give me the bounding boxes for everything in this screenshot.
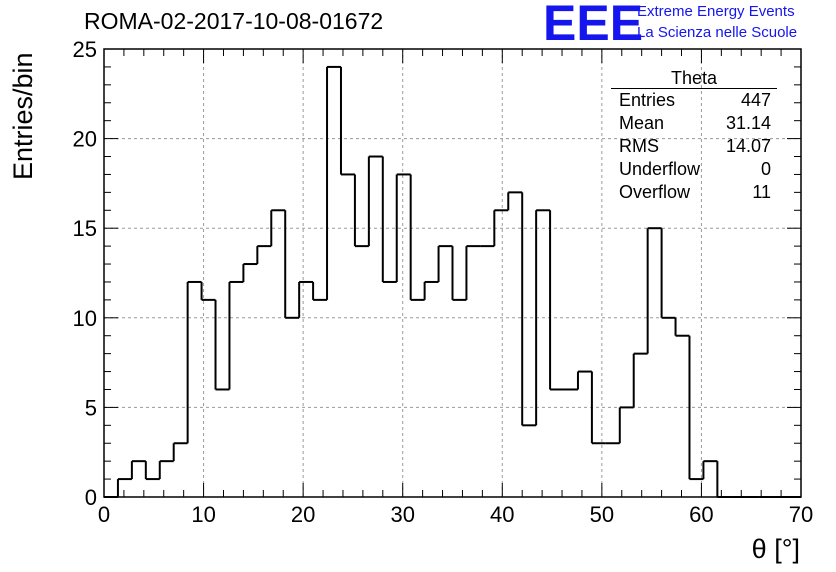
stats-value: 447	[740, 90, 771, 110]
y-tick-label: 25	[73, 37, 97, 62]
stats-label: Overflow	[619, 182, 691, 202]
y-tick-label: 0	[85, 485, 97, 510]
x-tick-label: 0	[98, 502, 110, 527]
stats-label: Underflow	[619, 159, 701, 179]
stats-box: Theta Entries 447 Mean 31.14 RMS 14.07 U…	[611, 68, 777, 204]
stats-label: Entries	[619, 90, 676, 110]
logo-line-1: Extreme Energy Events	[637, 3, 795, 20]
x-tick-label: 60	[689, 502, 713, 527]
x-axis-label: θ [°]	[751, 534, 800, 564]
logo-line-2: La Scienza nelle Scuole	[637, 24, 798, 41]
stats-row-mean: Mean 31.14	[611, 112, 777, 135]
stats-row-rms: RMS 14.07	[611, 135, 777, 158]
eee-logo: EEE	[543, 0, 644, 51]
stats-row-overflow: Overflow 11	[611, 181, 777, 204]
x-tick-label: 20	[291, 502, 315, 527]
y-axis-label: Entries/bin	[8, 52, 38, 180]
x-tick-label: 10	[191, 502, 215, 527]
y-tick-label: 10	[73, 306, 97, 331]
y-tick-label: 20	[73, 127, 97, 152]
run-title: ROMA-02-2017-10-08-01672	[84, 8, 384, 34]
stats-row-underflow: Underflow 0	[611, 158, 777, 181]
x-tick-label: 40	[490, 502, 514, 527]
stats-label: Mean	[619, 113, 665, 133]
stats-value: 0	[760, 159, 771, 179]
y-tick-label: 15	[73, 216, 97, 241]
stats-value: 11	[752, 182, 771, 202]
x-tick-label: 70	[789, 502, 813, 527]
stats-value: 14.07	[725, 136, 771, 156]
stats-row-entries: Entries 447	[611, 89, 777, 112]
stats-value: 31.14	[725, 113, 771, 133]
x-tick-label: 50	[590, 502, 614, 527]
y-tick-label: 5	[85, 395, 97, 420]
stats-title: Theta	[611, 68, 777, 89]
stats-label: RMS	[619, 136, 659, 156]
x-tick-label: 30	[390, 502, 414, 527]
plot-frame	[103, 48, 802, 498]
